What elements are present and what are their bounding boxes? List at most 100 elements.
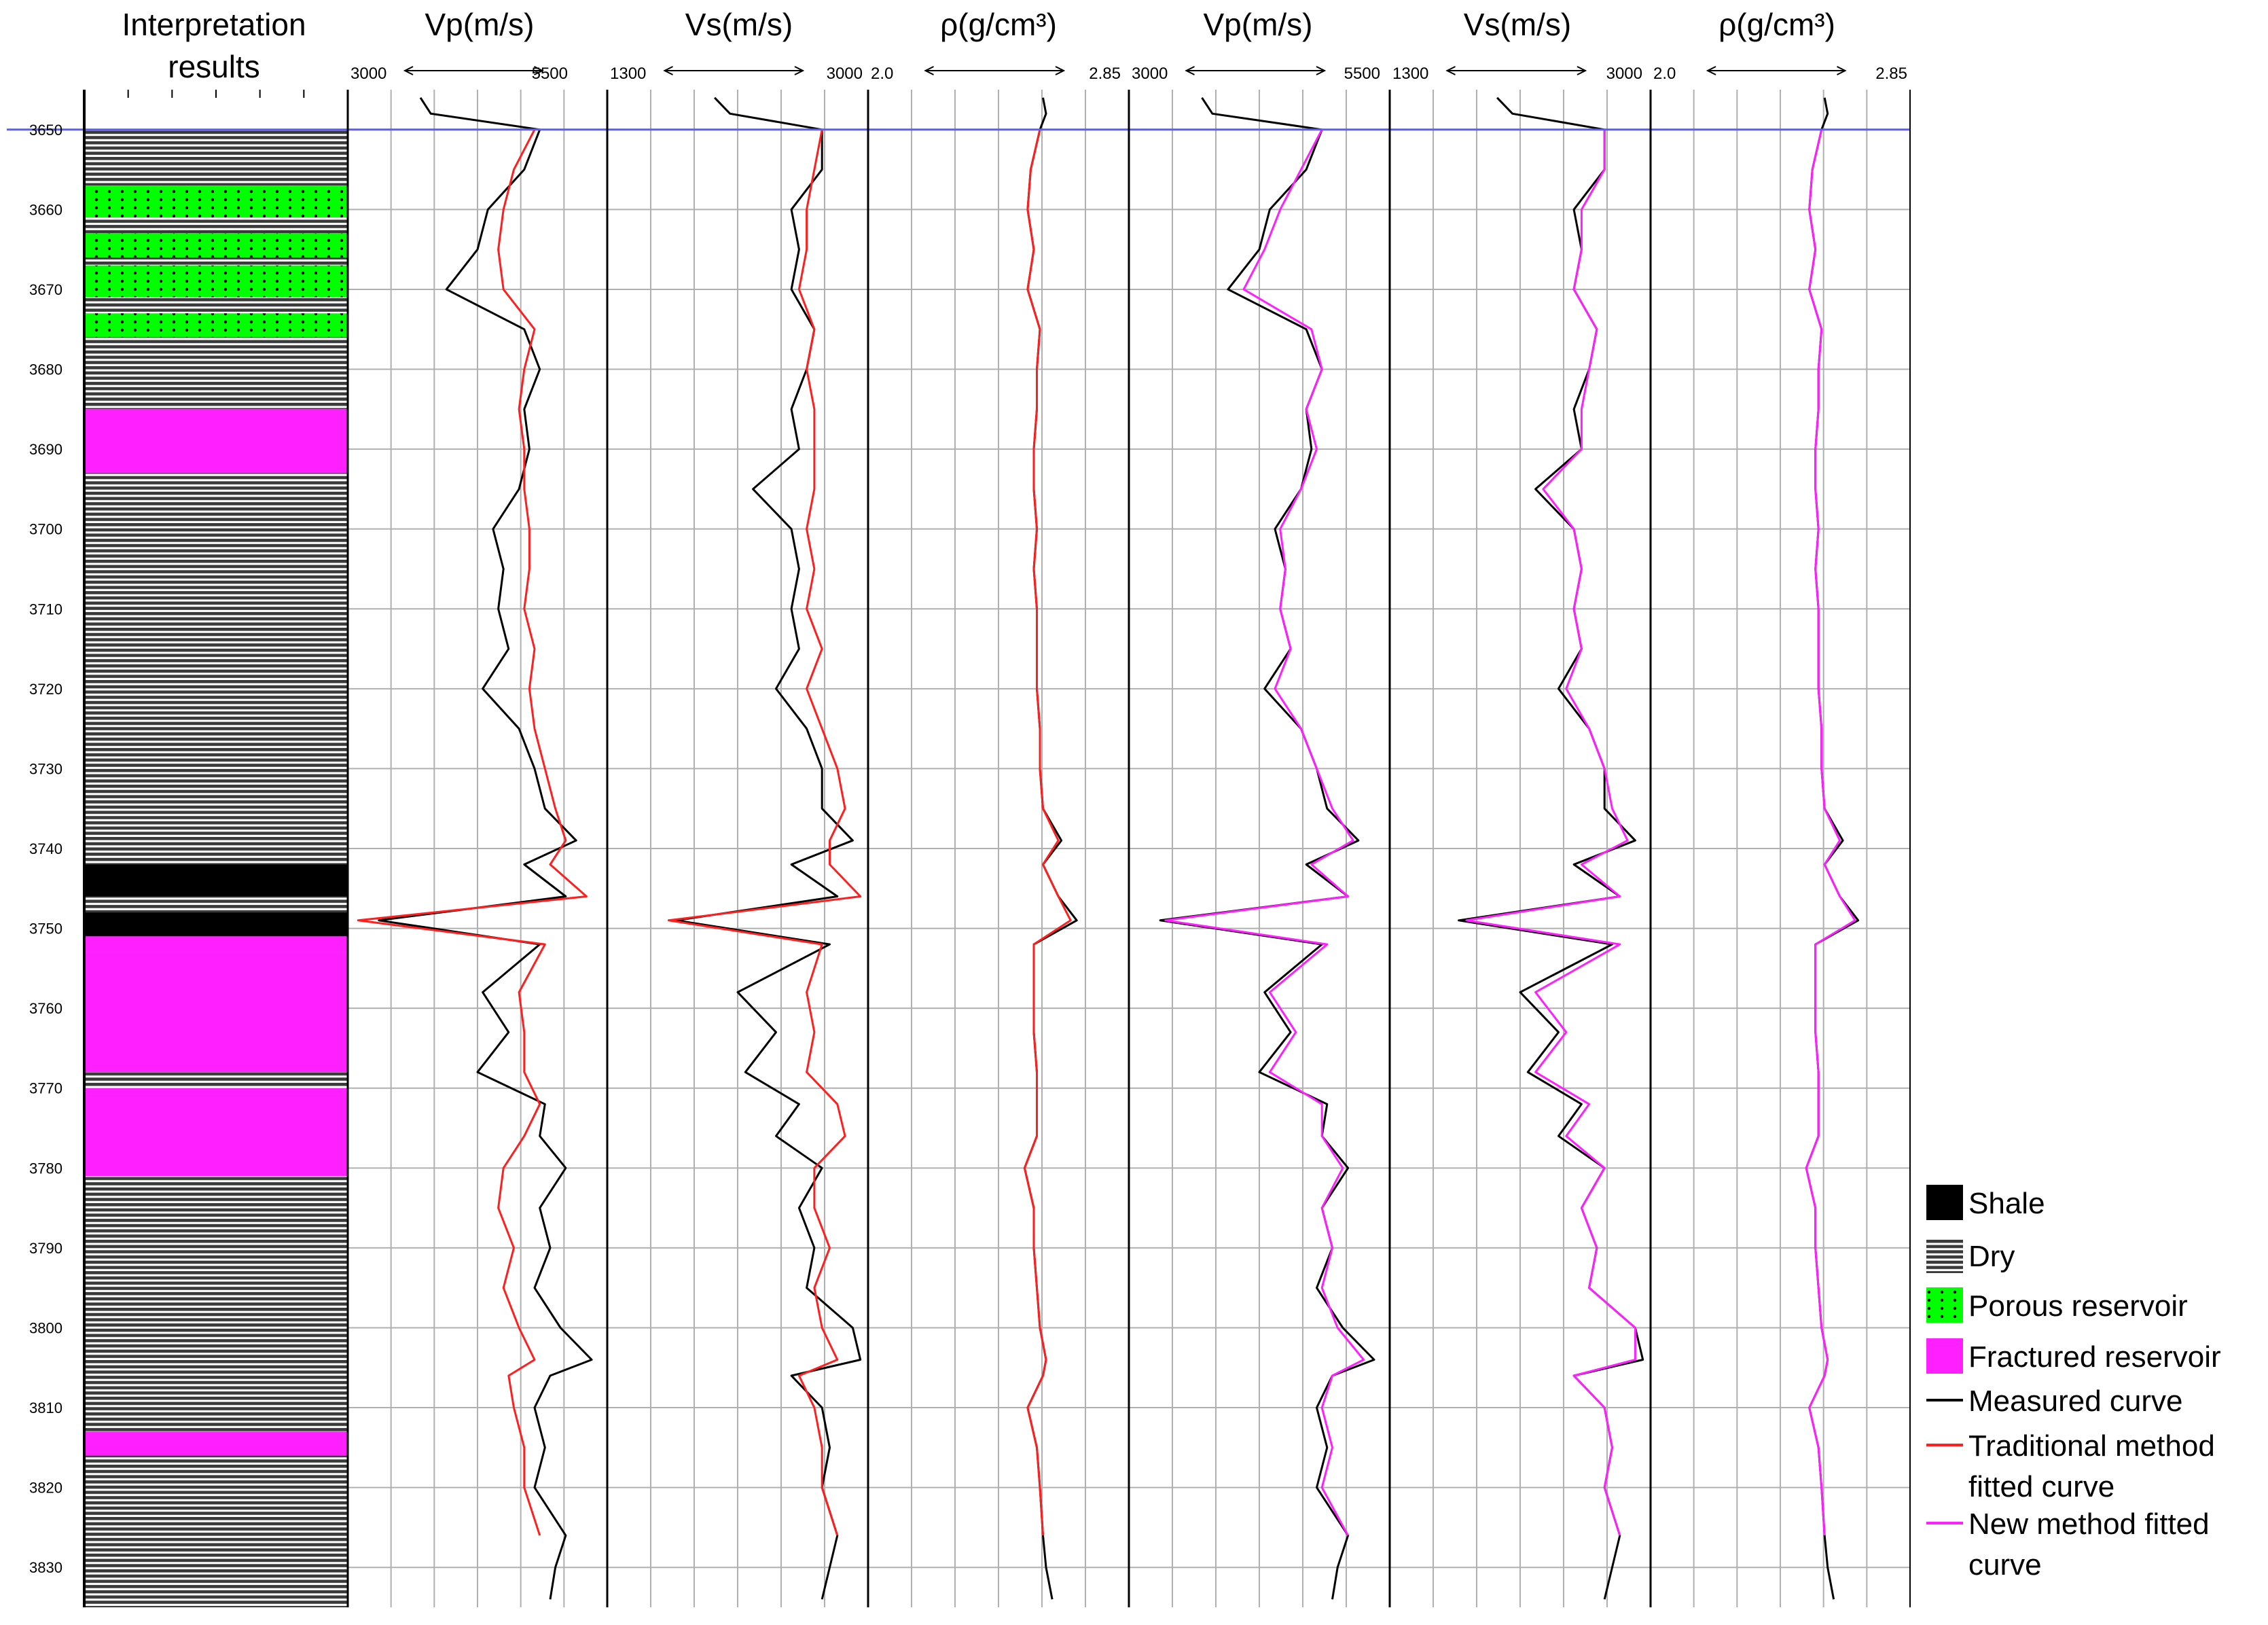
lithology-interval-fractured bbox=[84, 1431, 348, 1456]
range-arrow-head bbox=[1577, 66, 1587, 75]
legend-item-dry: Dry bbox=[1926, 1238, 2015, 1273]
legend-swatch bbox=[1926, 1338, 1963, 1374]
depth-tick-label: 3700 bbox=[29, 521, 62, 538]
track-max-label: 5500 bbox=[1344, 65, 1380, 83]
legend-label: Fractured reservoir bbox=[1968, 1340, 2221, 1374]
legend-label: Measured curve bbox=[1968, 1385, 2182, 1418]
track-max-label: 3000 bbox=[827, 65, 863, 83]
track-title: Vs(m/s) bbox=[1464, 7, 1571, 42]
lithology-interval-dry bbox=[84, 257, 348, 266]
lithology-interval-dry bbox=[84, 217, 348, 234]
range-arrow-head bbox=[534, 66, 544, 75]
depth-tick-label: 3720 bbox=[29, 681, 62, 698]
track-min-label: 1300 bbox=[610, 65, 646, 83]
legend-label: Traditional method bbox=[1968, 1429, 2215, 1463]
depth-tick-label: 3690 bbox=[29, 441, 62, 458]
depth-tick-label: 3780 bbox=[29, 1160, 62, 1177]
track-title: Vp(m/s) bbox=[1204, 7, 1313, 42]
legend-label-line2: fitted curve bbox=[1968, 1470, 2114, 1503]
lithology-title-line2: results bbox=[168, 49, 259, 84]
depth-tick-label: 3810 bbox=[29, 1399, 62, 1416]
track-min-label: 2.0 bbox=[1653, 65, 1676, 83]
track-title: ρ(g/cm³) bbox=[1718, 7, 1835, 42]
legend-label: Dry bbox=[1968, 1240, 2015, 1273]
legend-item-new: New method fitted curve bbox=[1926, 1507, 2210, 1582]
track-title: ρ(g/cm³) bbox=[940, 7, 1057, 42]
new-fitted-curve-vp bbox=[1164, 129, 1365, 1536]
track-header-5: Vs(m/s) 1300 3000 bbox=[1392, 7, 1642, 83]
depth-axis: 3650 3660 3670 3680 3690 3700 3710 3720 3730 3740… bbox=[29, 122, 62, 1576]
depth-tick-label: 3790 bbox=[29, 1240, 62, 1257]
range-arrow-head bbox=[1837, 66, 1847, 75]
track-max-label: 3000 bbox=[1606, 65, 1642, 83]
lithology-interval-dry bbox=[84, 337, 348, 410]
legend-swatch bbox=[1926, 1185, 1963, 1220]
track-max-label: 2.85 bbox=[1875, 65, 1907, 83]
track-max-label: 2.85 bbox=[1089, 65, 1121, 83]
range-arrow-head bbox=[663, 66, 673, 75]
depth-tick-label: 3660 bbox=[29, 201, 62, 218]
lithology-interval-dry bbox=[84, 1072, 348, 1088]
lithology-interval-shale bbox=[84, 912, 348, 937]
range-arrow-head bbox=[1185, 66, 1195, 75]
lithology-title-line1: Interpretation bbox=[122, 7, 306, 42]
lithology-interval-porous bbox=[84, 265, 348, 298]
depth-tick-label: 3820 bbox=[29, 1480, 62, 1497]
legend-swatch bbox=[1926, 1238, 1963, 1273]
track-header-1: Vp(m/s) 3000 5500 bbox=[350, 7, 568, 83]
new-fitted-curve-vs bbox=[1465, 129, 1636, 1536]
lithology-interval-dry bbox=[84, 473, 348, 865]
track-header-4: Vp(m/s) 3000 5500 bbox=[1132, 7, 1380, 83]
traditional-fitted-curve-rho bbox=[1023, 129, 1072, 1536]
track-header-6: ρ(g/cm³) 2.0 2.85 bbox=[1653, 7, 1907, 83]
depth-tick-label: 3760 bbox=[29, 1000, 62, 1017]
lithology-interval-dry bbox=[84, 1455, 348, 1607]
range-arrow-head bbox=[1055, 66, 1066, 75]
depth-tick-label: 3740 bbox=[29, 840, 62, 857]
lithology-interval-fractured bbox=[84, 409, 348, 474]
depth-tick-label: 3800 bbox=[29, 1319, 62, 1336]
lithology-column bbox=[84, 90, 348, 1607]
depth-tick-label: 3650 bbox=[29, 122, 62, 139]
legend-label: New method fitted bbox=[1968, 1507, 2210, 1541]
track-frames bbox=[83, 90, 1911, 1607]
lithology-interval-dry bbox=[84, 896, 348, 913]
range-arrow-head bbox=[1445, 66, 1456, 75]
range-arrow-head bbox=[794, 66, 805, 75]
depth-tick-label: 3770 bbox=[29, 1080, 62, 1097]
legend-swatch bbox=[1926, 1287, 1963, 1323]
range-arrow-head bbox=[1706, 66, 1716, 75]
legend-item-traditional: Traditional method fitted curve bbox=[1926, 1429, 2215, 1503]
range-arrow-head bbox=[924, 66, 934, 75]
legend-item-porous: Porous reservoir bbox=[1926, 1287, 2188, 1323]
track-min-label: 3000 bbox=[350, 65, 386, 83]
track-title: Vp(m/s) bbox=[425, 7, 535, 42]
measured-curve-vp bbox=[378, 96, 593, 1600]
lithology-interval-fractured bbox=[84, 936, 348, 952]
measured-curve-vp bbox=[1159, 96, 1375, 1600]
track-min-label: 2.0 bbox=[871, 65, 893, 83]
lithology-interval-dry bbox=[84, 129, 348, 186]
new-fitted-curve-rho bbox=[1805, 129, 1856, 1536]
legend-item-fractured: Fractured reservoir bbox=[1926, 1338, 2221, 1374]
legend-label: Porous reservoir bbox=[1968, 1289, 2188, 1323]
track-min-label: 3000 bbox=[1132, 65, 1168, 83]
legend-item-measured: Measured curve bbox=[1926, 1385, 2182, 1418]
legend-label-line2: curve bbox=[1968, 1548, 2042, 1582]
legend-label: Shale bbox=[1968, 1187, 2045, 1220]
depth-tick-label: 3730 bbox=[29, 760, 62, 777]
lithology-interval-dry bbox=[84, 297, 348, 314]
lithology-interval-shale bbox=[84, 864, 348, 897]
track-header-3: ρ(g/cm³) 2.0 2.85 bbox=[871, 7, 1121, 83]
lithology-interval-porous bbox=[84, 185, 348, 218]
range-arrow-head bbox=[403, 66, 414, 75]
track-min-label: 1300 bbox=[1392, 65, 1428, 83]
depth-tick-label: 3670 bbox=[29, 281, 62, 298]
lithology-interval-fractured bbox=[84, 1088, 348, 1177]
track-title: Vs(m/s) bbox=[685, 7, 793, 42]
range-arrow-head bbox=[1316, 66, 1327, 75]
depth-tick-label: 3680 bbox=[29, 361, 62, 378]
lithology-interval-porous bbox=[84, 233, 348, 257]
lithology-header: Interpretation results bbox=[122, 7, 306, 84]
track-header-2: Vs(m/s) 1300 3000 bbox=[610, 7, 863, 83]
